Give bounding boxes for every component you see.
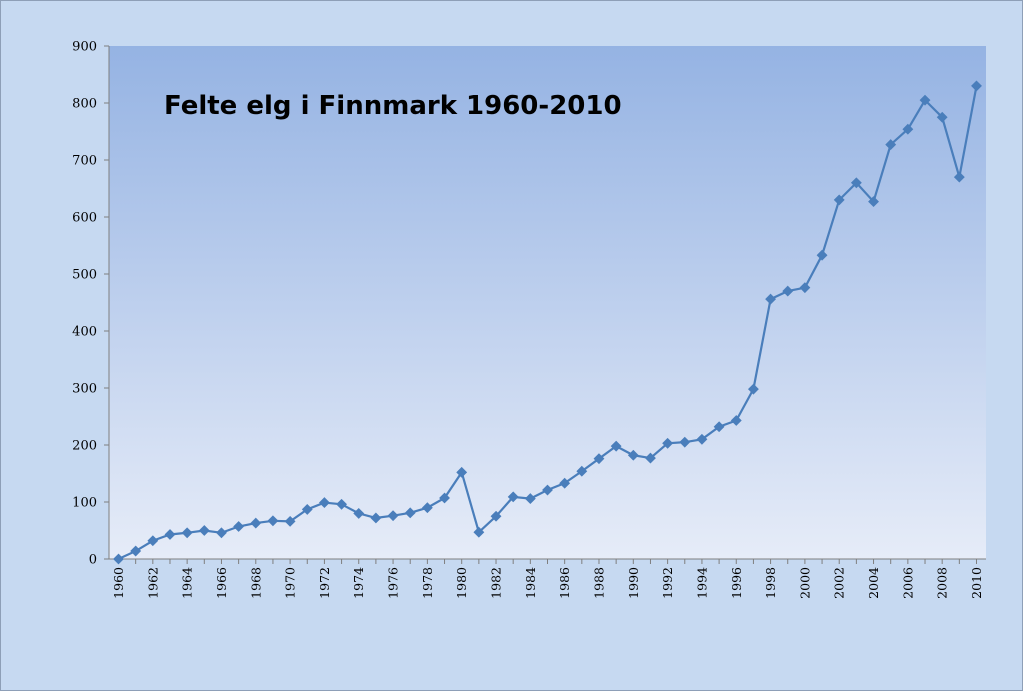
x-tick-label: 1970 (283, 567, 298, 599)
series-markers (113, 80, 982, 565)
x-tick-label: 1982 (489, 567, 504, 599)
data-point (318, 497, 330, 508)
data-point (439, 492, 450, 504)
data-point (713, 421, 725, 433)
data-point (336, 498, 348, 510)
x-tick-label: 1974 (351, 567, 366, 599)
x-axis-ticks: 1960 1962 1964 1966 1968 1970 1972 1974 1976 1978… (111, 559, 984, 599)
x-tick-label: 1986 (557, 567, 572, 599)
x-tick-label: 1992 (660, 567, 675, 599)
data-point (679, 436, 691, 448)
x-tick-label: 1994 (694, 567, 709, 599)
chart-title: Felte elg i Finnmark 1960-2010 (164, 91, 622, 121)
x-tick-label: 1990 (626, 567, 641, 599)
x-tick-label: 2006 (900, 567, 915, 599)
x-tick-label: 1972 (317, 567, 332, 599)
data-point (113, 553, 124, 565)
data-point (301, 503, 313, 515)
x-tick-label: 2004 (866, 567, 881, 599)
data-point (765, 293, 777, 305)
data-point (456, 466, 468, 478)
x-tick-label: 1960 (111, 567, 126, 599)
x-tick-label: 1996 (729, 567, 744, 599)
data-point (627, 449, 639, 461)
y-tick-label: 200 (72, 439, 97, 454)
data-point (971, 80, 982, 92)
data-point (473, 526, 485, 538)
x-tick-label: 2010 (969, 567, 984, 599)
x-tick-label: 1978 (420, 567, 435, 599)
data-point (576, 465, 588, 477)
y-tick-label: 300 (72, 382, 97, 397)
y-tick-label: 400 (72, 325, 97, 340)
data-point (696, 433, 708, 445)
data-point (198, 525, 210, 536)
data-point (524, 493, 536, 505)
data-point (490, 510, 502, 522)
y-tick-label: 900 (72, 40, 97, 55)
data-point (662, 437, 674, 449)
data-point (885, 139, 897, 151)
x-tick-label: 1998 (763, 567, 778, 599)
data-point (404, 507, 416, 519)
data-point (130, 545, 142, 557)
data-point (610, 440, 622, 452)
x-tick-label: 1968 (248, 567, 263, 599)
data-point (353, 507, 365, 519)
data-point (816, 249, 828, 261)
data-point (284, 515, 296, 527)
y-tick-label: 700 (72, 154, 97, 169)
y-tick-label: 600 (72, 211, 97, 226)
data-point (953, 171, 965, 183)
y-tick-label: 0 (89, 553, 97, 568)
data-point (387, 510, 399, 522)
y-tick-label: 100 (72, 496, 97, 511)
y-axis-ticks: 0 100 200 300 400 500 600 700 800 900 (72, 40, 109, 568)
data-point (850, 177, 862, 189)
x-tick-label: 1980 (454, 567, 469, 599)
data-point (799, 282, 811, 294)
data-point (559, 477, 571, 489)
x-tick-label: 1966 (214, 567, 229, 599)
x-tick-label: 2008 (935, 567, 950, 599)
data-point (370, 512, 382, 524)
data-point (181, 527, 193, 539)
data-point (267, 515, 279, 527)
data-point (147, 535, 159, 547)
x-tick-label: 1976 (386, 567, 401, 599)
data-point (747, 383, 759, 395)
data-point (919, 94, 931, 106)
data-point (250, 517, 262, 529)
data-point (868, 196, 879, 208)
x-tick-label: 1964 (180, 567, 195, 599)
data-point (730, 415, 742, 426)
data-point (421, 502, 433, 514)
data-point (233, 521, 245, 532)
x-tick-label: 1984 (523, 567, 538, 599)
x-tick-label: 1988 (591, 567, 606, 599)
y-tick-label: 500 (72, 268, 97, 283)
data-point (782, 285, 794, 297)
data-point (164, 529, 176, 540)
data-point (902, 123, 914, 135)
data-point (593, 453, 605, 465)
data-point (645, 452, 656, 464)
plot-area (109, 46, 986, 559)
data-point (936, 111, 948, 123)
data-point (833, 194, 845, 206)
data-point (507, 491, 519, 503)
x-tick-label: 2000 (797, 567, 812, 599)
data-point (542, 484, 553, 496)
x-tick-label: 2002 (832, 567, 847, 599)
data-point (216, 527, 227, 539)
y-tick-label: 800 (72, 97, 97, 112)
x-tick-label: 1962 (145, 567, 160, 599)
